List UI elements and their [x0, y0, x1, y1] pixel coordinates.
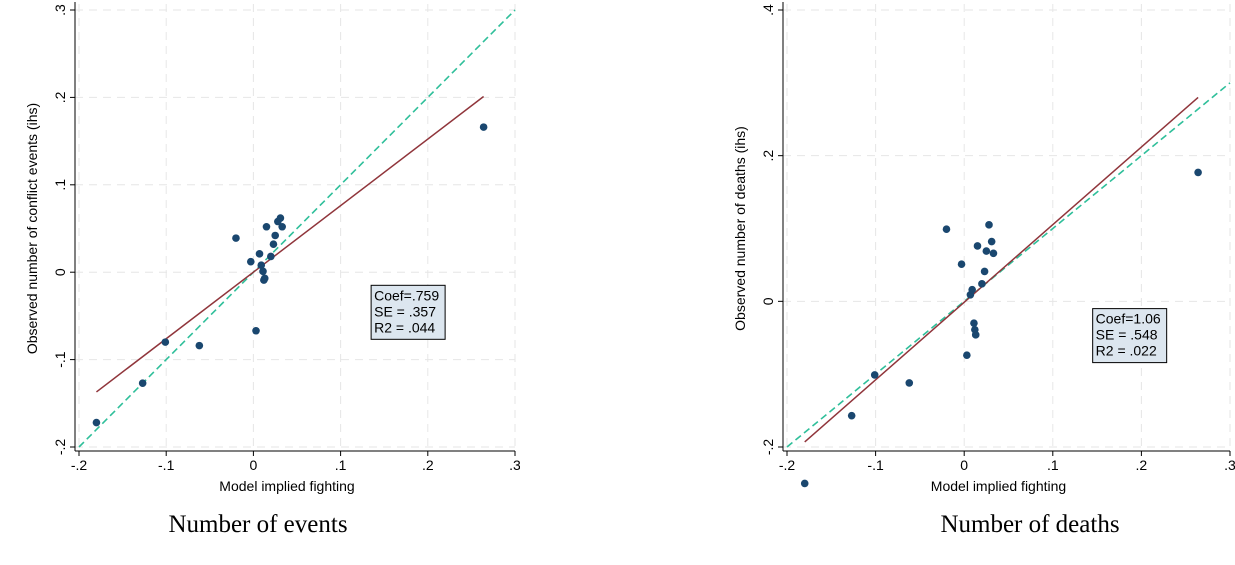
x-tick-label: .2 [422, 457, 434, 473]
x-tick-label: -.2 [779, 457, 796, 473]
reference-line [78, 9, 516, 448]
data-point [970, 319, 978, 327]
data-point [942, 225, 951, 234]
y-tick-label: -.1 [52, 351, 68, 368]
x-tick-label: -.1 [158, 457, 175, 473]
stats-r2: R2 = .022 [1096, 343, 1157, 359]
data-point [971, 331, 980, 339]
x-tick-label: .1 [1047, 457, 1059, 473]
stats-coef: Coef=1.06 [1096, 311, 1161, 327]
data-point [260, 274, 269, 283]
x-tick-label: 0 [250, 457, 258, 473]
data-point [870, 371, 879, 379]
data-point [269, 240, 278, 249]
fit-line [95, 95, 485, 393]
stats-se: SE = .548 [1096, 327, 1158, 343]
data-point [267, 252, 275, 261]
data-point [973, 242, 982, 250]
fit-line [804, 96, 1199, 443]
data-point [252, 326, 260, 335]
data-point [957, 260, 966, 268]
data-point [278, 222, 286, 231]
x-tick-label: -.1 [867, 457, 884, 473]
x-axis-title: Model implied fighting [931, 478, 1066, 494]
x-tick-label: .3 [1224, 457, 1235, 473]
data-point [271, 231, 280, 240]
data-point [255, 250, 264, 258]
y-tick-label: .4 [760, 4, 776, 16]
data-point [276, 214, 285, 222]
x-tick-label: .3 [509, 457, 520, 473]
data-point [138, 379, 147, 387]
data-point [980, 267, 989, 276]
data-point [982, 247, 991, 255]
y-tick-label: .2 [52, 91, 68, 103]
data-point [905, 379, 914, 387]
stats-se: SE = .357 [374, 303, 436, 319]
y-tick-label: -.2 [760, 439, 776, 456]
stats-r2: R2 = .044 [374, 319, 435, 335]
x-axis-title: Model implied fighting [219, 478, 354, 494]
chart-panel-deaths: -.2 -.1 0 .1 .2 .3 -.2 0 .2 .4 Model implied fight… [715, 0, 1235, 505]
data-point [246, 257, 255, 266]
data-point [968, 285, 976, 294]
data-point [978, 280, 986, 288]
reference-line [786, 82, 1231, 448]
data-point [800, 479, 809, 488]
caption-events: Number of events [168, 511, 348, 538]
data-point [195, 341, 204, 350]
y-tick-label: .2 [760, 150, 776, 162]
caption-deaths: Number of deaths [940, 511, 1120, 538]
x-tick-label: .1 [335, 457, 347, 473]
y-axis-title: Observed number of conflict events (ihs) [24, 103, 40, 354]
data-point [963, 351, 971, 360]
y-tick-label: 0 [52, 268, 68, 276]
data-point [1194, 168, 1202, 177]
chart-panel-events: -.2 -.1 0 .1 .2 .3 -.2 -.1 0 .1 .2 .3 Model implied … [0, 0, 521, 505]
stats-coef: Coef=.759 [374, 287, 439, 303]
data-point [989, 249, 998, 258]
y-tick-label: .3 [52, 4, 68, 16]
data-point [479, 123, 488, 131]
events-scatter-chart: -.2 -.1 0 .1 .2 .3 -.2 -.1 0 .1 .2 .3 Model implied … [24, 2, 521, 494]
data-point [259, 267, 267, 276]
stats-box [1092, 308, 1168, 364]
data-point [987, 237, 996, 246]
data-point [985, 221, 993, 229]
stats-box [370, 284, 446, 340]
y-axis-title: Observed number of deaths (ihs) [732, 126, 748, 331]
y-tick-label: 0 [760, 297, 776, 305]
data-point [161, 338, 170, 346]
data-point [847, 411, 856, 420]
data-point [262, 222, 271, 231]
x-tick-label: .2 [1136, 457, 1148, 473]
data-point [92, 418, 101, 427]
data-point [232, 234, 240, 242]
x-tick-label: -.2 [71, 457, 88, 473]
y-tick-label: .1 [52, 179, 68, 191]
y-tick-label: -.2 [52, 439, 68, 456]
data-point [257, 261, 266, 270]
deaths-scatter-chart: -.2 -.1 0 .1 .2 .3 -.2 0 .2 .4 Model implied fight… [732, 2, 1235, 494]
x-tick-label: 0 [960, 457, 968, 473]
